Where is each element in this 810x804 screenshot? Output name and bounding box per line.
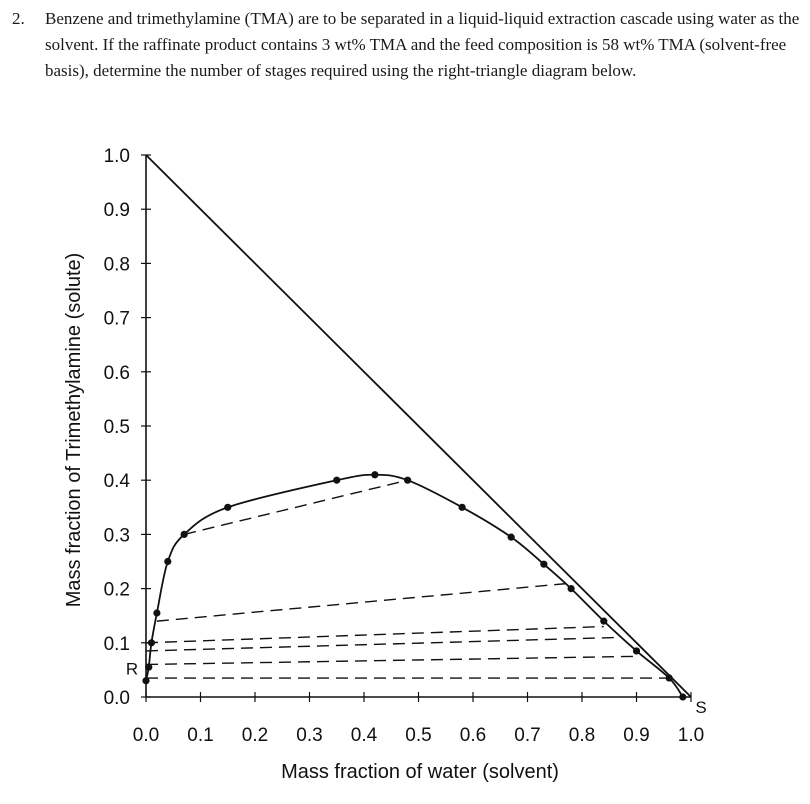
tie-line [156,582,572,622]
x-tick-label: 0.5 [405,725,431,746]
tie-line [145,655,637,666]
x-tick-label: 0.7 [514,725,540,746]
y-tick-label: 1.0 [104,146,130,167]
x-axis-ticks: 0.0 0.1 0.2 0.3 0.4 0.5 0.6 0.7 0.8 0.9 1.0 [133,692,704,746]
problem-statement: 2. Benzene and trimethylamine (TMA) are … [12,6,802,84]
x-tick-label: 0.9 [623,725,649,746]
binodal-point [679,693,687,701]
y-axis-ticks: 0.0 0.1 0.2 0.3 0.4 0.5 0.6 0.7 0.8 0.9 1.0 [104,146,151,709]
binodal-point [142,677,150,685]
x-tick-label: 1.0 [678,725,704,746]
binodal-point [180,530,188,539]
binodal-point [665,674,673,682]
x-axis-label: Mass fraction of water (solvent) [281,761,559,783]
x-tick-label: 0.0 [133,725,159,746]
problem-text: Benzene and trimethylamine (TMA) are to … [45,9,800,80]
x-tick-label: 0.4 [351,725,378,746]
binodal-curve-group [142,471,687,701]
binodal-point [224,503,232,511]
y-tick-label: 0.5 [104,417,130,438]
y-axis-label: Mass fraction of Trimethylamine (solute) [63,253,85,608]
hypotenuse-line [145,154,692,698]
annotations: RS [126,660,707,717]
binodal-point [164,557,172,566]
tie-line [145,636,621,652]
tie-lines [145,479,670,679]
binodal-point [147,639,156,647]
annotation-label-r: R [126,660,138,679]
y-tick-label: 0.7 [104,309,130,330]
y-tick-label: 0.2 [104,580,130,601]
y-tick-label: 0.8 [104,254,130,275]
binodal-point [145,663,153,671]
binodal-point [371,471,379,479]
y-tick-label: 0.6 [104,363,130,384]
x-tick-label: 0.2 [242,725,268,746]
binodal-point [600,617,608,625]
binodal-point [632,647,641,655]
x-tick-label: 0.3 [296,725,322,746]
problem-number: 2. [12,9,25,28]
binodal-point [507,533,515,541]
binodal-point [540,560,548,568]
binodal-point [153,609,161,617]
x-tick-label: 0.8 [569,725,595,746]
y-tick-label: 0.1 [104,634,130,655]
binodal-point [458,503,466,511]
binodal-point [404,476,412,484]
y-tick-label: 0.3 [104,525,130,546]
y-tick-label: 0.0 [104,688,130,709]
binodal-point [567,585,575,593]
y-tick-label: 0.9 [104,200,130,221]
x-tick-label: 0.6 [460,725,486,746]
x-tick-label: 0.1 [187,725,213,746]
y-tick-label: 0.4 [104,471,131,492]
binodal-point [333,476,341,484]
tie-line [183,479,408,536]
tie-line [145,625,604,644]
annotation-label-s: S [695,698,706,717]
plot-frame [145,154,692,698]
